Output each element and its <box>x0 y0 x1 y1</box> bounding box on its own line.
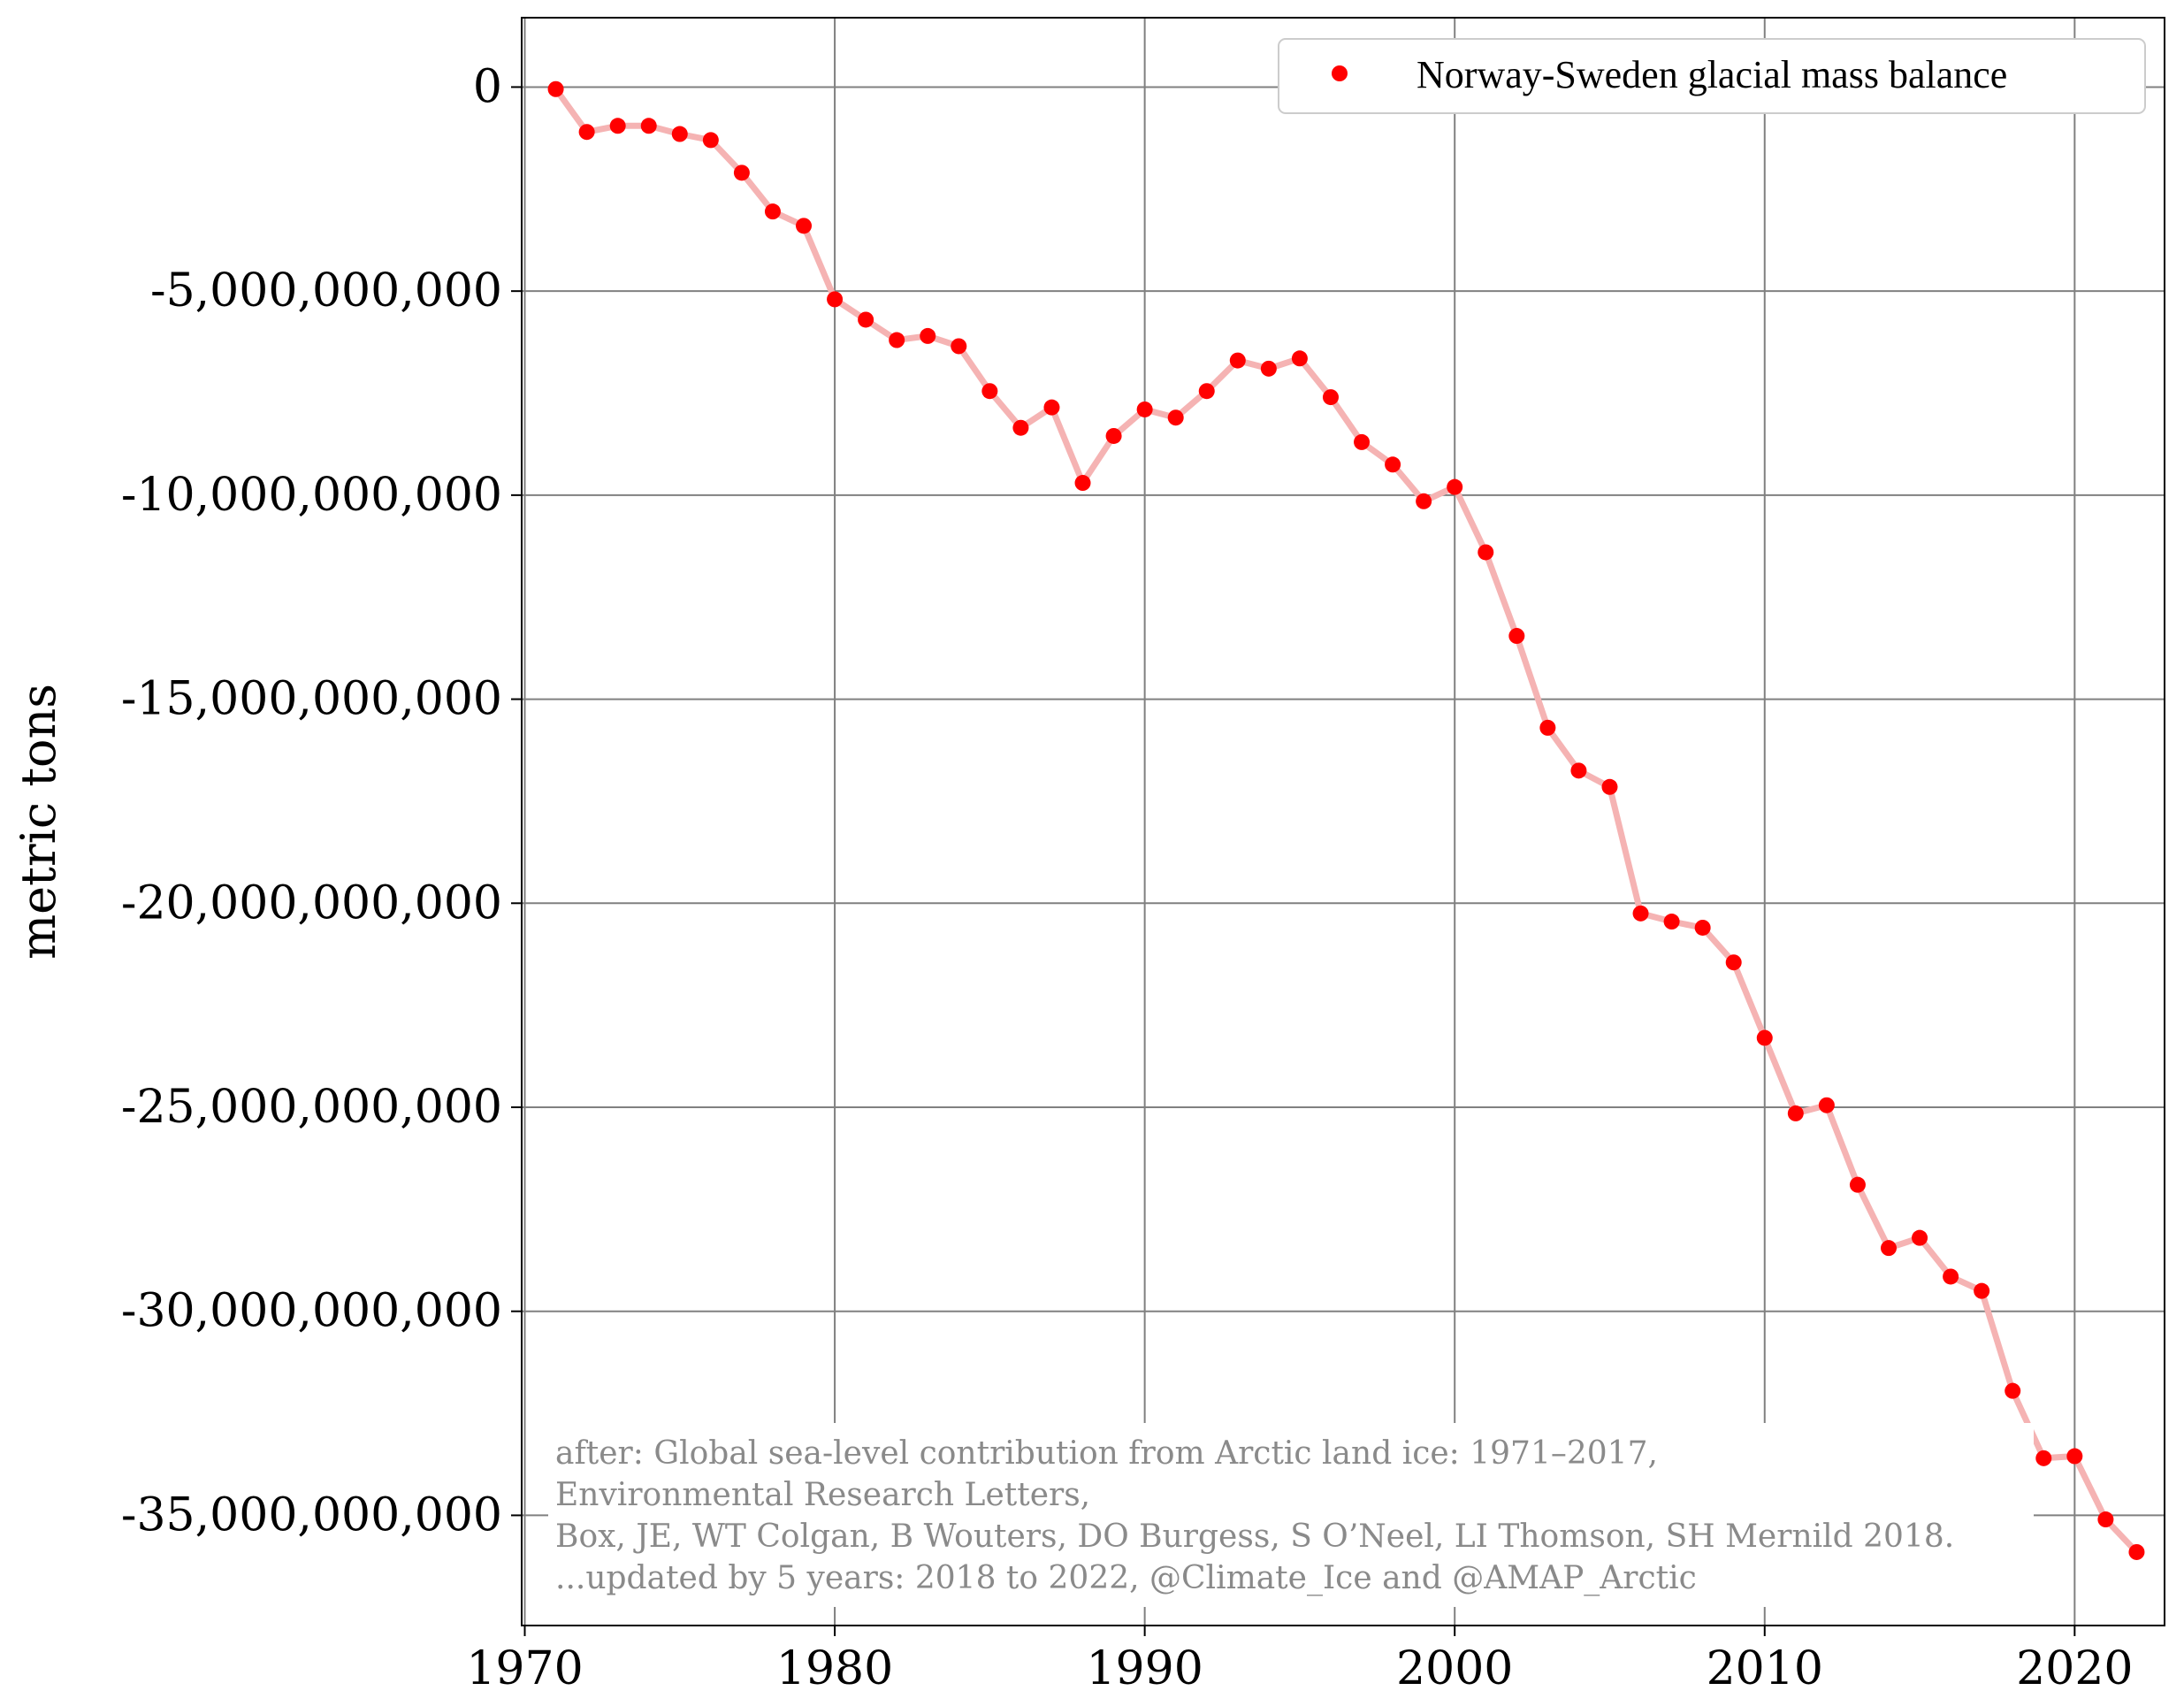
annotation-line-1: after: Global sea-level contribution fro… <box>555 1435 1658 1472</box>
data-point-1989 <box>1105 427 1122 444</box>
y-tick-label-7: -35,000,000,000 <box>121 1488 502 1542</box>
data-point-2006 <box>1632 905 1649 922</box>
data-point-2014 <box>1880 1240 1897 1257</box>
y-tick-label-6: -30,000,000,000 <box>121 1285 502 1338</box>
data-point-1986 <box>1012 419 1029 436</box>
data-point-2022 <box>2128 1543 2145 1560</box>
data-point-1998 <box>1385 456 1401 473</box>
data-point-1991 <box>1167 409 1184 426</box>
data-point-1982 <box>889 332 905 348</box>
data-point-2003 <box>1539 719 1556 736</box>
data-point-2008 <box>1694 919 1711 936</box>
data-point-1985 <box>981 383 998 400</box>
data-point-2016 <box>1943 1268 1959 1285</box>
data-point-1994 <box>1260 360 1277 377</box>
data-point-1996 <box>1322 389 1339 406</box>
data-point-1990 <box>1136 401 1153 417</box>
x-tick-label-2000: 2000 <box>1396 1642 1513 1695</box>
y-tick-label-3: -15,000,000,000 <box>121 673 502 726</box>
annotation-line-4: ...updated by 5 years: 2018 to 2022, @Cl… <box>555 1560 1697 1596</box>
data-point-1981 <box>858 311 874 328</box>
data-point-1993 <box>1229 352 1246 369</box>
series-path <box>553 87 2139 1555</box>
data-point-1975 <box>671 126 688 142</box>
series-line <box>553 87 2139 1555</box>
data-point-2019 <box>2035 1450 2052 1466</box>
data-point-2007 <box>1663 914 1680 930</box>
data-point-1978 <box>764 203 781 220</box>
source-annotation: after: Global sea-level contribution fro… <box>555 1435 1954 1596</box>
x-axis: 1970 1980 1990 2000 2010 2020 <box>466 1626 2134 1695</box>
data-point-1976 <box>702 132 719 149</box>
data-point-1988 <box>1074 475 1091 492</box>
y-tick-label-1: -5,000,000,000 <box>150 264 502 317</box>
data-point-2009 <box>1725 954 1742 971</box>
data-point-2002 <box>1508 628 1525 645</box>
x-tick-label-1990: 1990 <box>1086 1642 1203 1695</box>
data-point-1992 <box>1198 383 1215 400</box>
data-point-2018 <box>2005 1382 2021 1399</box>
x-tick-label-2020: 2020 <box>2016 1642 2133 1695</box>
data-point-1971 <box>547 80 564 97</box>
data-point-1997 <box>1354 433 1371 450</box>
x-tick-label-1970: 1970 <box>466 1642 583 1695</box>
y-tick-label-5: -25,000,000,000 <box>121 1081 502 1134</box>
data-point-2004 <box>1570 762 1587 779</box>
data-point-2021 <box>2097 1511 2114 1528</box>
data-point-1980 <box>827 291 844 308</box>
annotation-background <box>548 1423 2034 1607</box>
annotation-line-3: Box, JE, WT Colgan, B Wouters, DO Burges… <box>555 1519 1954 1555</box>
data-point-1983 <box>920 327 936 344</box>
plot-frame <box>521 17 2165 1626</box>
data-point-2000 <box>1447 478 1463 495</box>
data-point-2012 <box>1818 1097 1835 1113</box>
series-points <box>547 80 2145 1560</box>
data-point-2001 <box>1478 544 1494 561</box>
y-axis-label: metric tons <box>11 684 66 960</box>
data-point-1995 <box>1291 350 1308 367</box>
legend-box <box>1278 38 2146 114</box>
data-point-1987 <box>1043 399 1060 416</box>
y-tick-label-4: -20,000,000,000 <box>121 876 502 930</box>
data-point-1979 <box>796 218 813 234</box>
data-point-2017 <box>1974 1282 1990 1299</box>
data-point-2011 <box>1787 1105 1804 1121</box>
y-tick-label-2: -10,000,000,000 <box>121 469 502 522</box>
y-axis: 0 -5,000,000,000 -10,000,000,000 -15,000,00… <box>121 60 522 1542</box>
data-point-2005 <box>1601 778 1618 795</box>
data-point-2010 <box>1756 1029 1773 1046</box>
data-point-1973 <box>609 118 626 134</box>
data-point-1984 <box>951 338 967 355</box>
y-tick-label-0: 0 <box>473 60 502 113</box>
data-point-1972 <box>578 124 595 141</box>
legend-label: Norway-Sweden glacial mass balance <box>1417 53 2007 96</box>
data-point-2013 <box>1849 1176 1866 1193</box>
data-point-1977 <box>733 164 750 181</box>
data-point-1999 <box>1416 493 1432 509</box>
annotation-line-2: Environmental Research Letters, <box>555 1477 1090 1513</box>
legend-marker <box>1332 65 1348 81</box>
data-point-2020 <box>2066 1448 2083 1465</box>
x-tick-label-1980: 1980 <box>776 1642 893 1695</box>
data-point-2015 <box>1912 1229 1928 1246</box>
legend: Norway-Sweden glacial mass balance <box>1278 38 2146 114</box>
x-tick-label-2010: 2010 <box>1707 1642 1823 1695</box>
data-point-1974 <box>640 118 657 134</box>
